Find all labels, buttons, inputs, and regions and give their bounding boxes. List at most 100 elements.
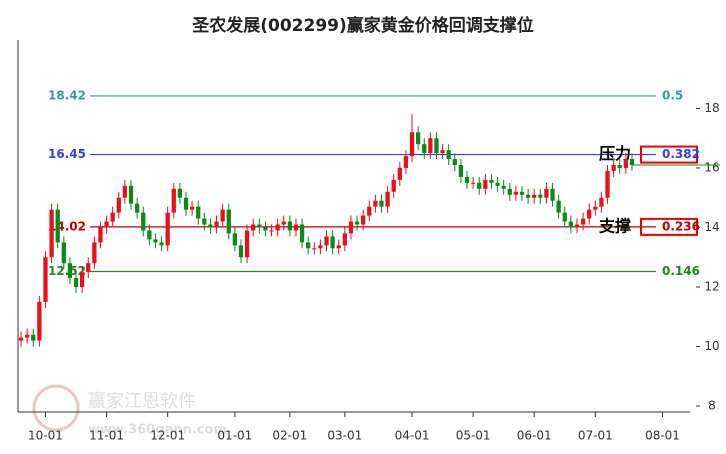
candle-body [599,197,604,207]
x-tick-label: 06-01 [517,429,552,443]
candle-body [422,144,427,154]
candle-body [318,245,323,249]
x-tick-label: 03-01 [327,429,362,443]
candle-body [128,185,134,204]
candle-body [574,224,580,228]
candle-body [538,194,543,198]
candle-body [446,150,451,160]
candle-body [196,206,201,219]
candle-body [251,224,256,231]
candle-body [416,132,421,145]
candle-body [287,221,292,231]
candle-body [556,200,561,213]
x-tick-label: 01-01 [217,429,252,443]
candle-body [605,170,610,198]
level-ratio: 0.382 [662,147,700,161]
candle-body [568,221,574,228]
watermark: 赢家江恩软件 www.360gann.com [32,384,227,438]
candle-body [49,209,54,258]
candle-body [367,206,372,216]
candle-body [269,230,274,232]
candle-body [544,188,549,198]
candle-body [562,212,567,222]
candle-body [25,334,30,338]
candle-body [67,263,73,279]
level-price: 18.42 [48,88,86,102]
candle-body [391,179,396,192]
level-price: 16.45 [48,147,86,161]
x-tick-label: 04-01 [395,429,430,443]
candle-body [177,188,183,198]
x-tick-label: 07-01 [578,429,613,443]
candle-body [92,242,97,264]
watermark-url: www.360gann.com [88,423,227,438]
y-tick-label: 10 [704,339,719,353]
y-tick-label: 12 [704,280,719,294]
candle-body [440,150,445,154]
candle-body [409,132,415,157]
candle-body [385,191,390,207]
candle-body [617,164,622,168]
x-tick-label: 08-01 [645,429,680,443]
level-note: 压力 [599,144,631,163]
candle-body [623,159,628,168]
candle-body [134,203,140,213]
candle-body [428,138,433,154]
candle-body [159,242,164,246]
candle-body [464,176,470,183]
candle-body [629,159,635,165]
candle-body [489,179,494,183]
candle-body [312,248,317,250]
candle-body [593,206,598,210]
candle-body [477,182,482,189]
candle-body [171,188,176,213]
level-ratio: 0.146 [662,264,700,278]
candle-body [18,337,24,341]
candle-body [189,206,195,210]
candle-body [519,191,525,195]
candle-body [61,242,66,264]
x-tick-label: 12-01 [150,429,185,443]
candle-body [495,182,500,186]
candle-body [165,212,170,246]
candle-body [244,230,250,258]
level-note: 支撑 [598,216,631,235]
candle-body [324,236,329,246]
candle-body [31,334,36,341]
candle-body [263,227,268,231]
candle-body [98,227,103,243]
y-tick-label: 18 [704,101,719,115]
candle-body [80,272,85,288]
y-tick-label: 8 [708,399,716,413]
candle-body [183,197,189,210]
watermark-logo [32,384,80,432]
candle-body [587,209,592,219]
candle-body [73,278,79,288]
x-tick-label: 02-01 [272,429,307,443]
candle-body [373,200,378,207]
candle-body [434,138,439,154]
candle-body [104,221,109,228]
candle-body [397,167,402,180]
candle-body [580,218,586,225]
candle-body [403,156,409,168]
x-tick-label: 11-01 [89,429,124,443]
candle-body [379,200,384,207]
candle-body [116,197,121,213]
candle-body [306,242,311,249]
candle-body [122,185,128,198]
candle-body [513,191,519,195]
candle-body [275,224,280,231]
candle-body [483,179,488,189]
y-tick-label: 16 [704,160,719,174]
candle-body [452,159,457,165]
watermark-text: 赢家江恩软件 [88,390,196,412]
candle-body [281,221,286,225]
candle-body [153,239,158,243]
candle-body [611,164,616,171]
candle-body [43,257,48,302]
ratio-box [640,145,698,164]
candle-body [299,224,305,243]
candle-body [232,233,238,246]
